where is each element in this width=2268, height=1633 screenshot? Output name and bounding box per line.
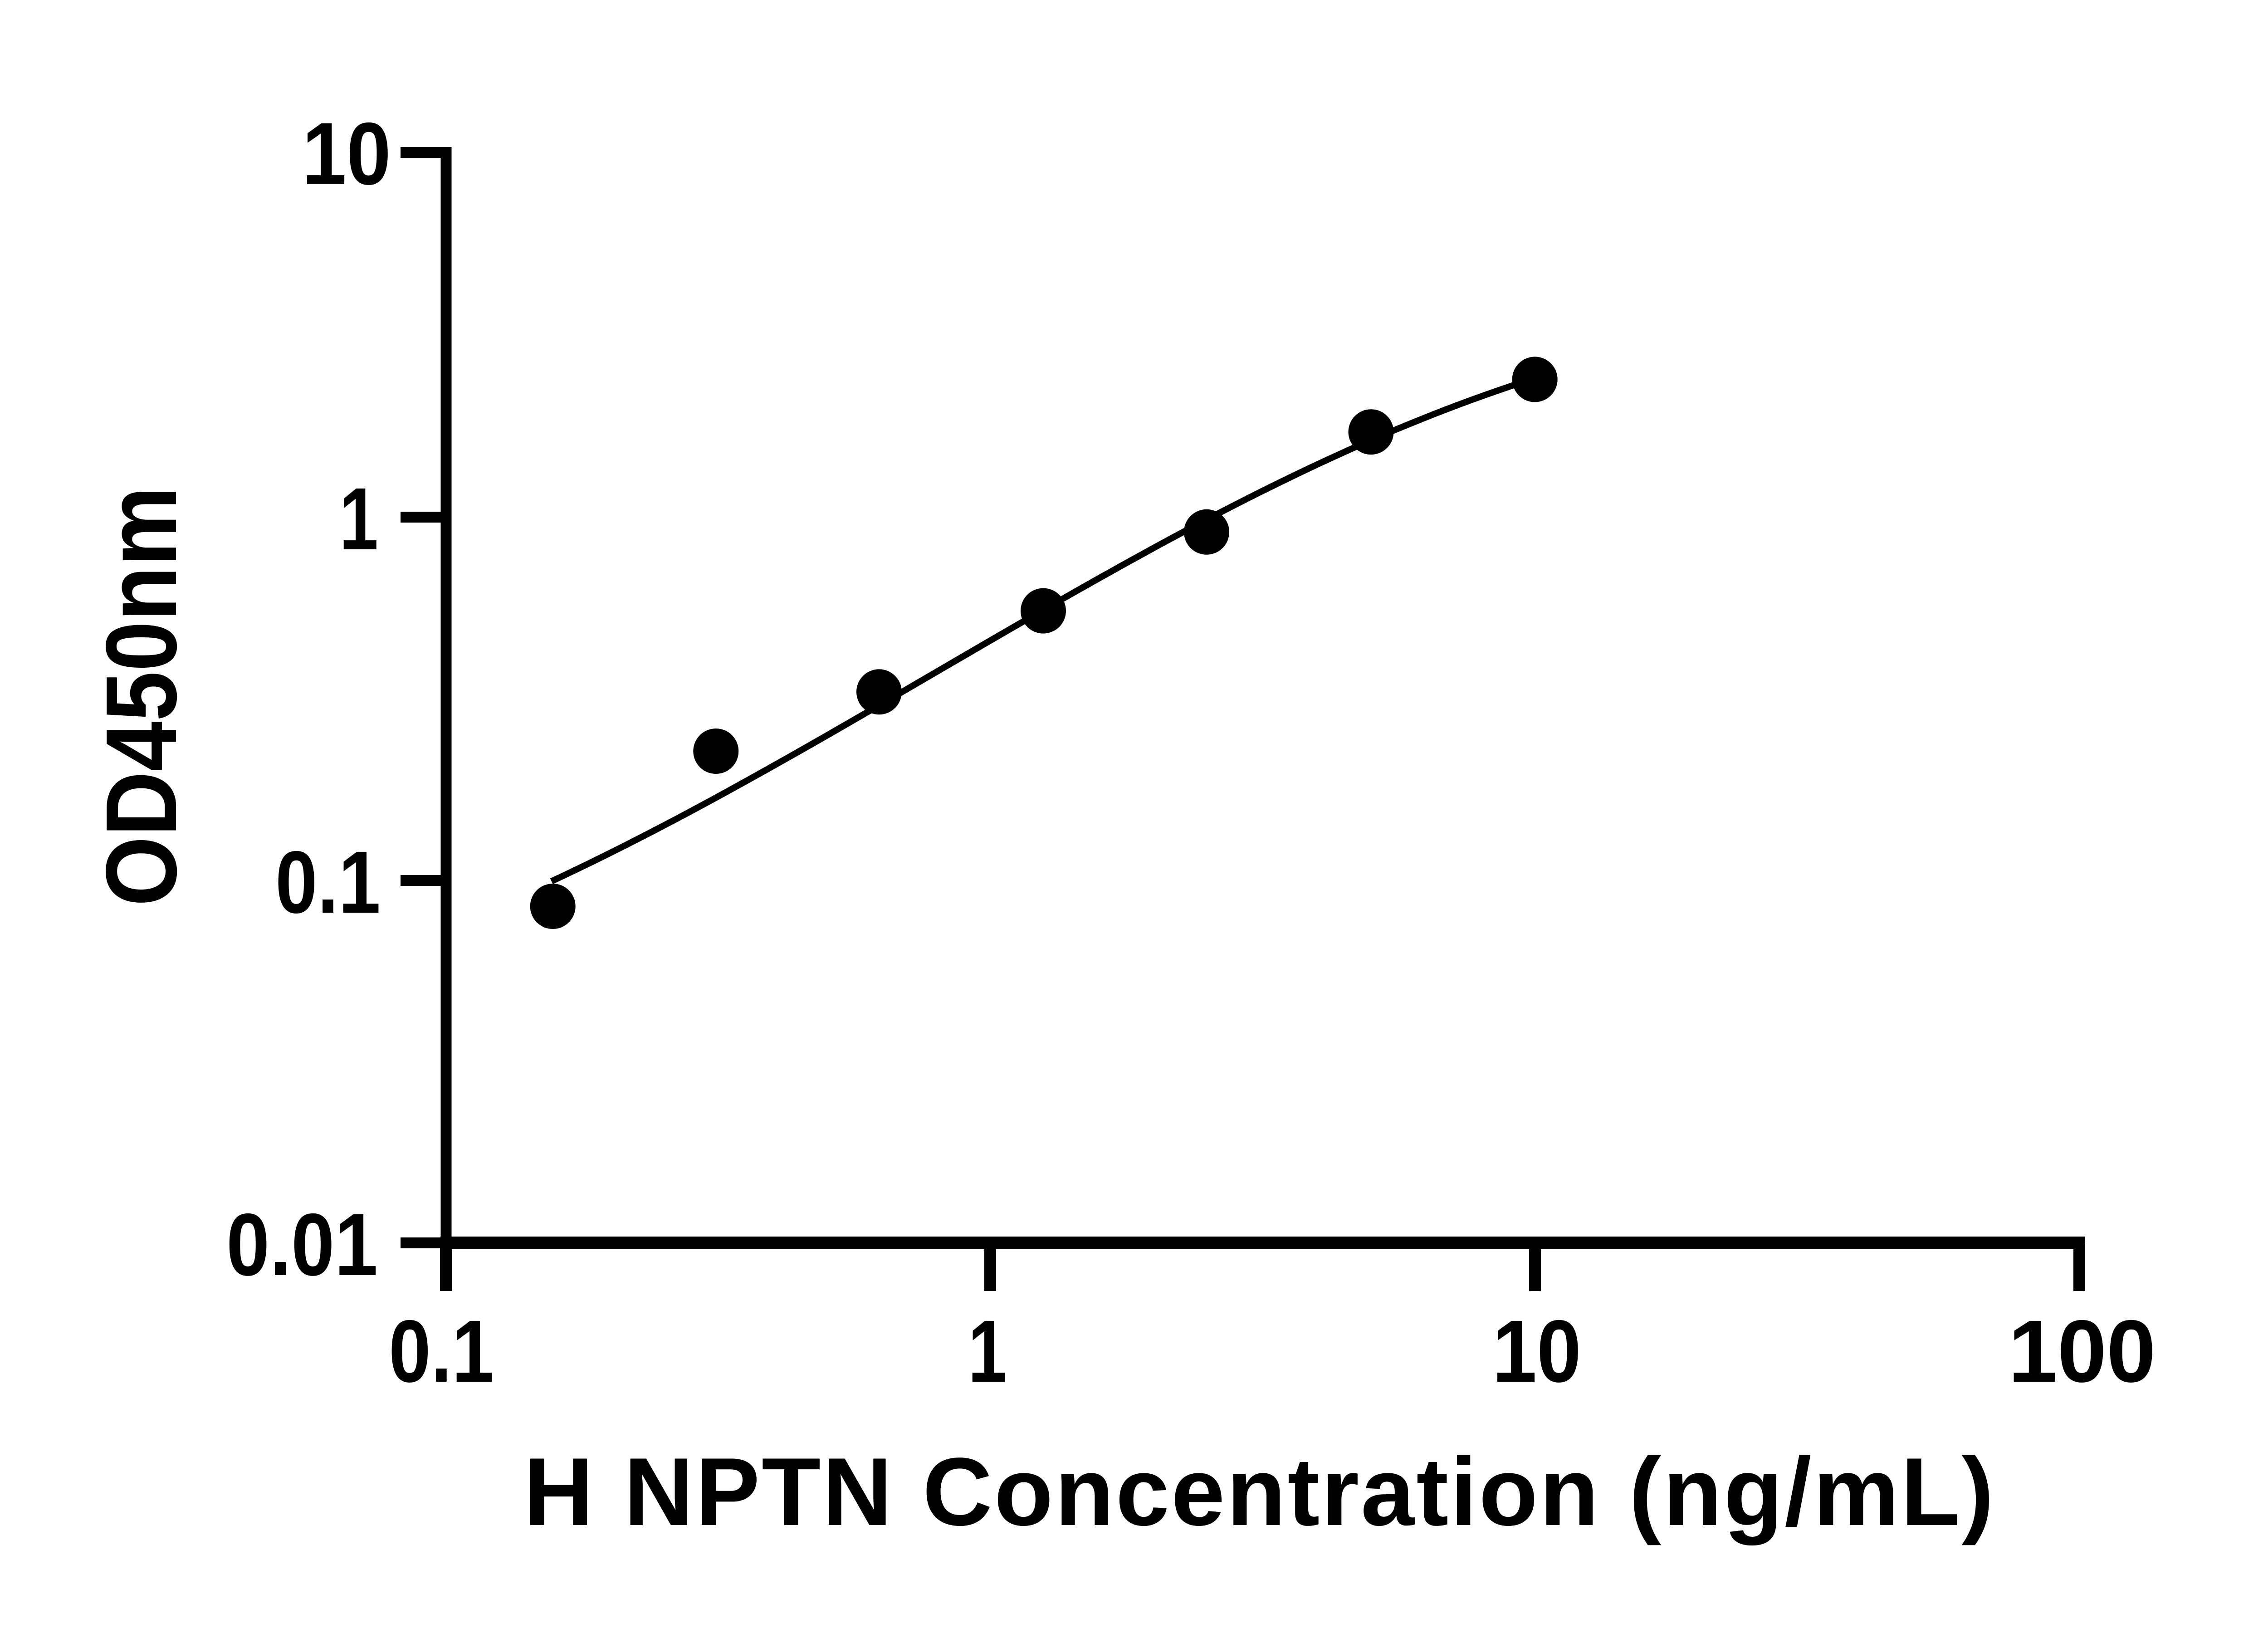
svg-text:1: 1 — [968, 1302, 1007, 1401]
svg-text:10: 10 — [302, 104, 391, 203]
svg-text:0.1: 0.1 — [275, 833, 381, 932]
svg-text:1: 1 — [339, 469, 378, 568]
svg-text:0.01: 0.01 — [226, 1195, 378, 1294]
svg-text:OD450nm: OD450nm — [85, 486, 198, 906]
svg-text:10: 10 — [1492, 1302, 1581, 1401]
svg-text:100: 100 — [2008, 1302, 2156, 1401]
svg-text:H NPTN Concentration (ng/mL): H NPTN Concentration (ng/mL) — [524, 1438, 1996, 1546]
svg-text:0.1: 0.1 — [389, 1302, 494, 1401]
